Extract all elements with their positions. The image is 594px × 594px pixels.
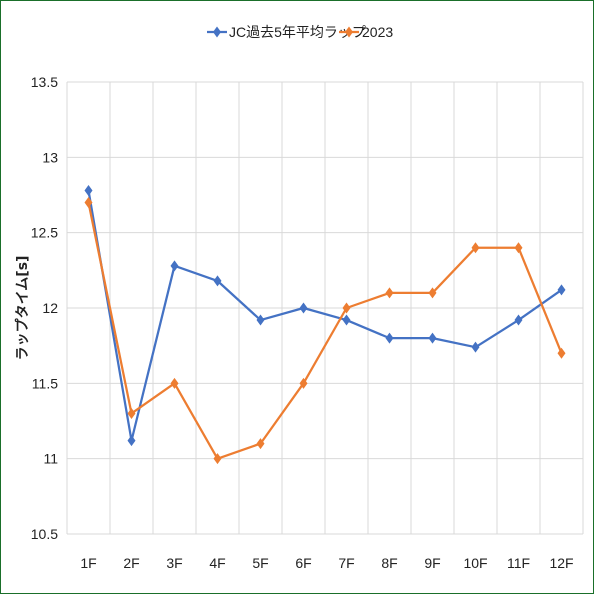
data-point [213, 275, 222, 287]
data-point [170, 260, 179, 272]
data-point [342, 314, 351, 326]
data-point [299, 377, 308, 389]
series-lines [87, 190, 563, 460]
x-tick-label: 8F [381, 555, 397, 571]
legend-label-1: 2023 [362, 24, 393, 40]
data-point [471, 341, 480, 353]
legend-label-0: JC過去5年平均ラップ [229, 24, 366, 40]
data-point [170, 377, 179, 389]
series-line-1 [87, 202, 563, 460]
data-point [385, 287, 394, 299]
legend-marker [345, 26, 353, 38]
y-tick-label: 10.5 [31, 526, 58, 542]
x-tick-label: 2F [123, 555, 139, 571]
x-tick-label: 11F [507, 555, 530, 571]
data-point [471, 242, 480, 254]
data-point [385, 332, 394, 344]
y-tick-label: 13 [42, 149, 58, 165]
data-point [557, 347, 566, 359]
x-tick-labels: 1F 2F 3F 4F 5F 6F 7F 8F 9F 10F 11F 12F [80, 555, 573, 571]
x-tick-label: 1F [80, 555, 96, 571]
data-point [514, 314, 523, 326]
x-tick-label: 3F [166, 555, 182, 571]
data-point [299, 302, 308, 314]
series-line-0 [87, 190, 563, 442]
data-point [213, 453, 222, 465]
y-tick-label: 11.5 [32, 375, 58, 391]
x-tick-label: 12F [549, 555, 573, 571]
data-point [428, 332, 437, 344]
data-point [256, 314, 265, 326]
y-tick-label: 12 [42, 300, 58, 316]
data-point [127, 407, 136, 419]
x-tick-label: 4F [209, 555, 225, 571]
data-point [84, 184, 93, 196]
x-tick-label: 9F [424, 555, 440, 571]
y-tick-label: 11 [43, 451, 58, 467]
data-point [84, 197, 93, 209]
data-point [127, 435, 136, 447]
x-tick-label: 6F [295, 555, 311, 571]
y-tick-label: 12.5 [31, 225, 58, 241]
data-point [342, 302, 351, 314]
x-tick-label: 7F [338, 555, 354, 571]
data-point [514, 242, 523, 254]
legend-marker [213, 26, 221, 38]
data-point [256, 438, 265, 450]
x-tick-label: 5F [252, 555, 268, 571]
y-tick-label: 13.5 [31, 74, 58, 90]
series-markers [84, 184, 566, 465]
x-tick-label: 10F [463, 555, 487, 571]
data-point [557, 284, 566, 296]
gridlines [66, 81, 584, 535]
data-point [428, 287, 437, 299]
y-axis-label: ラップタイム[s] [15, 256, 31, 361]
y-tick-labels: 10.5 11 11.5 12 12.5 13 13.5 [31, 74, 58, 542]
